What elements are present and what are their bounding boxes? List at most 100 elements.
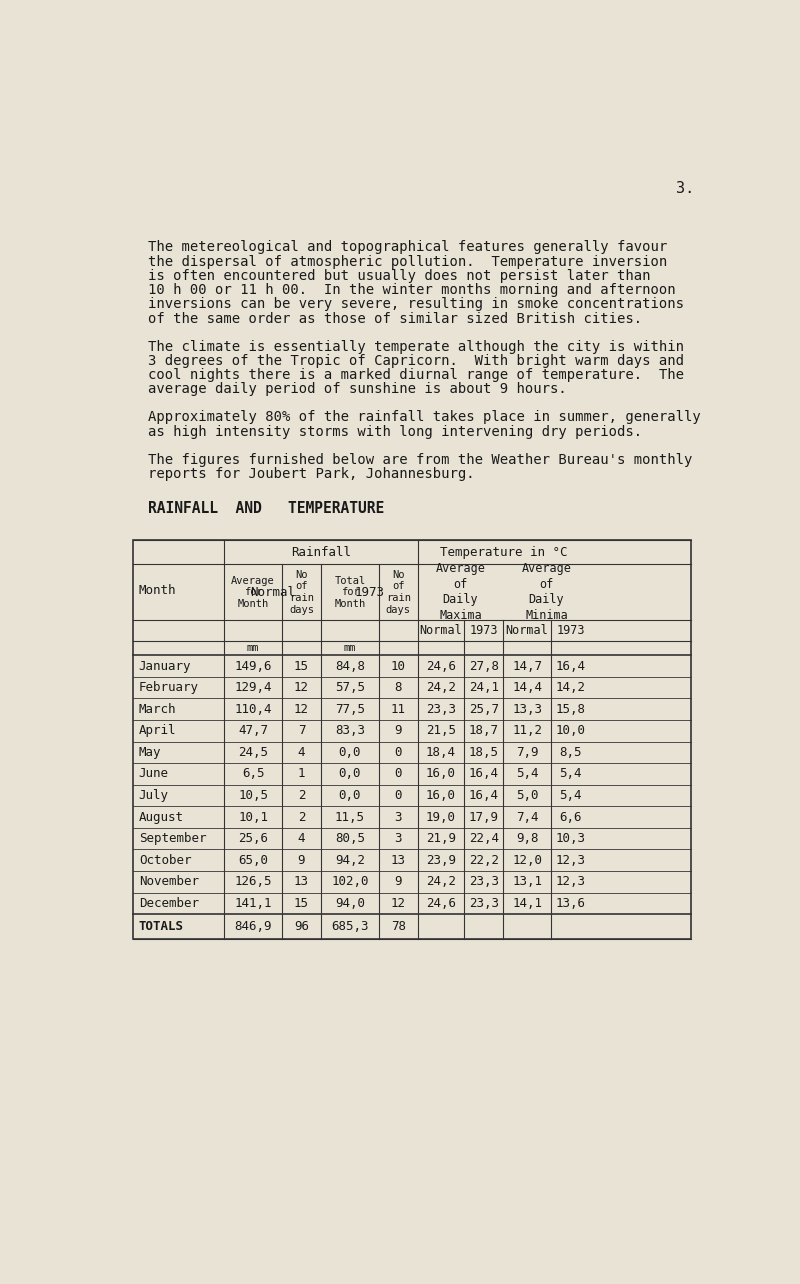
Text: 24,2: 24,2 [426, 682, 456, 695]
Text: 14,2: 14,2 [555, 682, 586, 695]
Text: average daily period of sunshine is about 9 hours.: average daily period of sunshine is abou… [148, 383, 566, 397]
Text: 12,0: 12,0 [512, 854, 542, 867]
Text: 2: 2 [298, 788, 306, 802]
Text: 8,5: 8,5 [559, 746, 582, 759]
Text: 22,2: 22,2 [469, 854, 498, 867]
Text: 21,5: 21,5 [426, 724, 456, 737]
Text: 7,4: 7,4 [516, 810, 538, 823]
Text: 5,4: 5,4 [559, 788, 582, 802]
Text: 21,9: 21,9 [426, 832, 456, 845]
Text: 11: 11 [391, 702, 406, 715]
Text: 3: 3 [394, 810, 402, 823]
Text: 19,0: 19,0 [426, 810, 456, 823]
Text: 24,1: 24,1 [469, 682, 498, 695]
Text: No
of
rain
days: No of rain days [289, 570, 314, 615]
Text: 12,3: 12,3 [555, 876, 586, 889]
Text: 25,6: 25,6 [238, 832, 268, 845]
Text: 846,9: 846,9 [234, 919, 272, 933]
Text: 13,6: 13,6 [555, 896, 586, 910]
Text: 24,6: 24,6 [426, 660, 456, 673]
Text: 27,8: 27,8 [469, 660, 498, 673]
Text: 18,7: 18,7 [469, 724, 498, 737]
Text: 15: 15 [294, 660, 309, 673]
Text: 13: 13 [391, 854, 406, 867]
Text: October: October [138, 854, 191, 867]
Text: 0: 0 [394, 746, 402, 759]
Text: 9: 9 [394, 724, 402, 737]
Text: 18,5: 18,5 [469, 746, 498, 759]
Text: 18,4: 18,4 [426, 746, 456, 759]
Text: of the same order as those of similar sized British cities.: of the same order as those of similar si… [148, 312, 642, 326]
Text: Normal: Normal [250, 586, 295, 598]
Text: 685,3: 685,3 [331, 919, 369, 933]
Text: 141,1: 141,1 [234, 896, 272, 910]
Text: 22,4: 22,4 [469, 832, 498, 845]
Text: 8: 8 [394, 682, 402, 695]
Text: 7,9: 7,9 [516, 746, 538, 759]
Text: The metereological and topographical features generally favour: The metereological and topographical fea… [148, 240, 667, 254]
Text: The figures furnished below are from the Weather Bureau's monthly: The figures furnished below are from the… [148, 453, 693, 467]
Text: 4: 4 [298, 832, 306, 845]
Text: 0,0: 0,0 [338, 788, 361, 802]
Text: 1973: 1973 [556, 624, 585, 637]
Text: 14,1: 14,1 [512, 896, 542, 910]
Text: May: May [138, 746, 162, 759]
Text: No
of
rain
days: No of rain days [386, 570, 411, 615]
Text: December: December [138, 896, 198, 910]
Text: July: July [138, 788, 169, 802]
Text: 77,5: 77,5 [335, 702, 365, 715]
Text: 12,3: 12,3 [555, 854, 586, 867]
Text: 9,8: 9,8 [516, 832, 538, 845]
Text: June: June [138, 768, 169, 781]
Text: 6,5: 6,5 [242, 768, 264, 781]
Text: mm: mm [344, 643, 356, 654]
Text: 0,0: 0,0 [338, 746, 361, 759]
Text: 24,5: 24,5 [238, 746, 268, 759]
Text: 129,4: 129,4 [234, 682, 272, 695]
Text: Average
of
Daily
Minima: Average of Daily Minima [522, 562, 571, 621]
Text: 25,7: 25,7 [469, 702, 498, 715]
Text: 10,3: 10,3 [555, 832, 586, 845]
Text: 83,3: 83,3 [335, 724, 365, 737]
Text: 16,4: 16,4 [469, 768, 498, 781]
Text: 6,6: 6,6 [559, 810, 582, 823]
Text: 5,0: 5,0 [516, 788, 538, 802]
Text: 0: 0 [394, 768, 402, 781]
Text: 16,0: 16,0 [426, 768, 456, 781]
Text: 110,4: 110,4 [234, 702, 272, 715]
Text: 80,5: 80,5 [335, 832, 365, 845]
Text: mm: mm [247, 643, 259, 654]
Text: 149,6: 149,6 [234, 660, 272, 673]
Text: 78: 78 [391, 919, 406, 933]
Text: 14,7: 14,7 [512, 660, 542, 673]
Text: 1973: 1973 [470, 624, 498, 637]
Text: 94,0: 94,0 [335, 896, 365, 910]
Text: the dispersal of atmospheric pollution.  Temperature inversion: the dispersal of atmospheric pollution. … [148, 254, 667, 268]
Text: Normal: Normal [506, 624, 549, 637]
Text: 24,2: 24,2 [426, 876, 456, 889]
Text: Approximately 80% of the rainfall takes place in summer, generally: Approximately 80% of the rainfall takes … [148, 411, 701, 425]
Text: 3.: 3. [676, 181, 694, 196]
Text: 11,2: 11,2 [512, 724, 542, 737]
Text: as high intensity storms with long intervening dry periods.: as high intensity storms with long inter… [148, 425, 642, 439]
Text: 126,5: 126,5 [234, 876, 272, 889]
Text: Rainfall: Rainfall [291, 546, 351, 559]
Text: Normal: Normal [420, 624, 462, 637]
Text: February: February [138, 682, 198, 695]
Text: 23,3: 23,3 [469, 896, 498, 910]
Text: 7: 7 [298, 724, 306, 737]
Text: 102,0: 102,0 [331, 876, 369, 889]
Text: 12: 12 [294, 702, 309, 715]
Text: 13: 13 [294, 876, 309, 889]
Text: 12: 12 [294, 682, 309, 695]
Text: 15,8: 15,8 [555, 702, 586, 715]
Text: 5,4: 5,4 [559, 768, 582, 781]
Text: January: January [138, 660, 191, 673]
Text: November: November [138, 876, 198, 889]
Text: 17,9: 17,9 [469, 810, 498, 823]
Text: March: March [138, 702, 176, 715]
Text: 1973: 1973 [354, 586, 384, 598]
Text: 24,6: 24,6 [426, 896, 456, 910]
Text: 10: 10 [391, 660, 406, 673]
Text: 96: 96 [294, 919, 309, 933]
